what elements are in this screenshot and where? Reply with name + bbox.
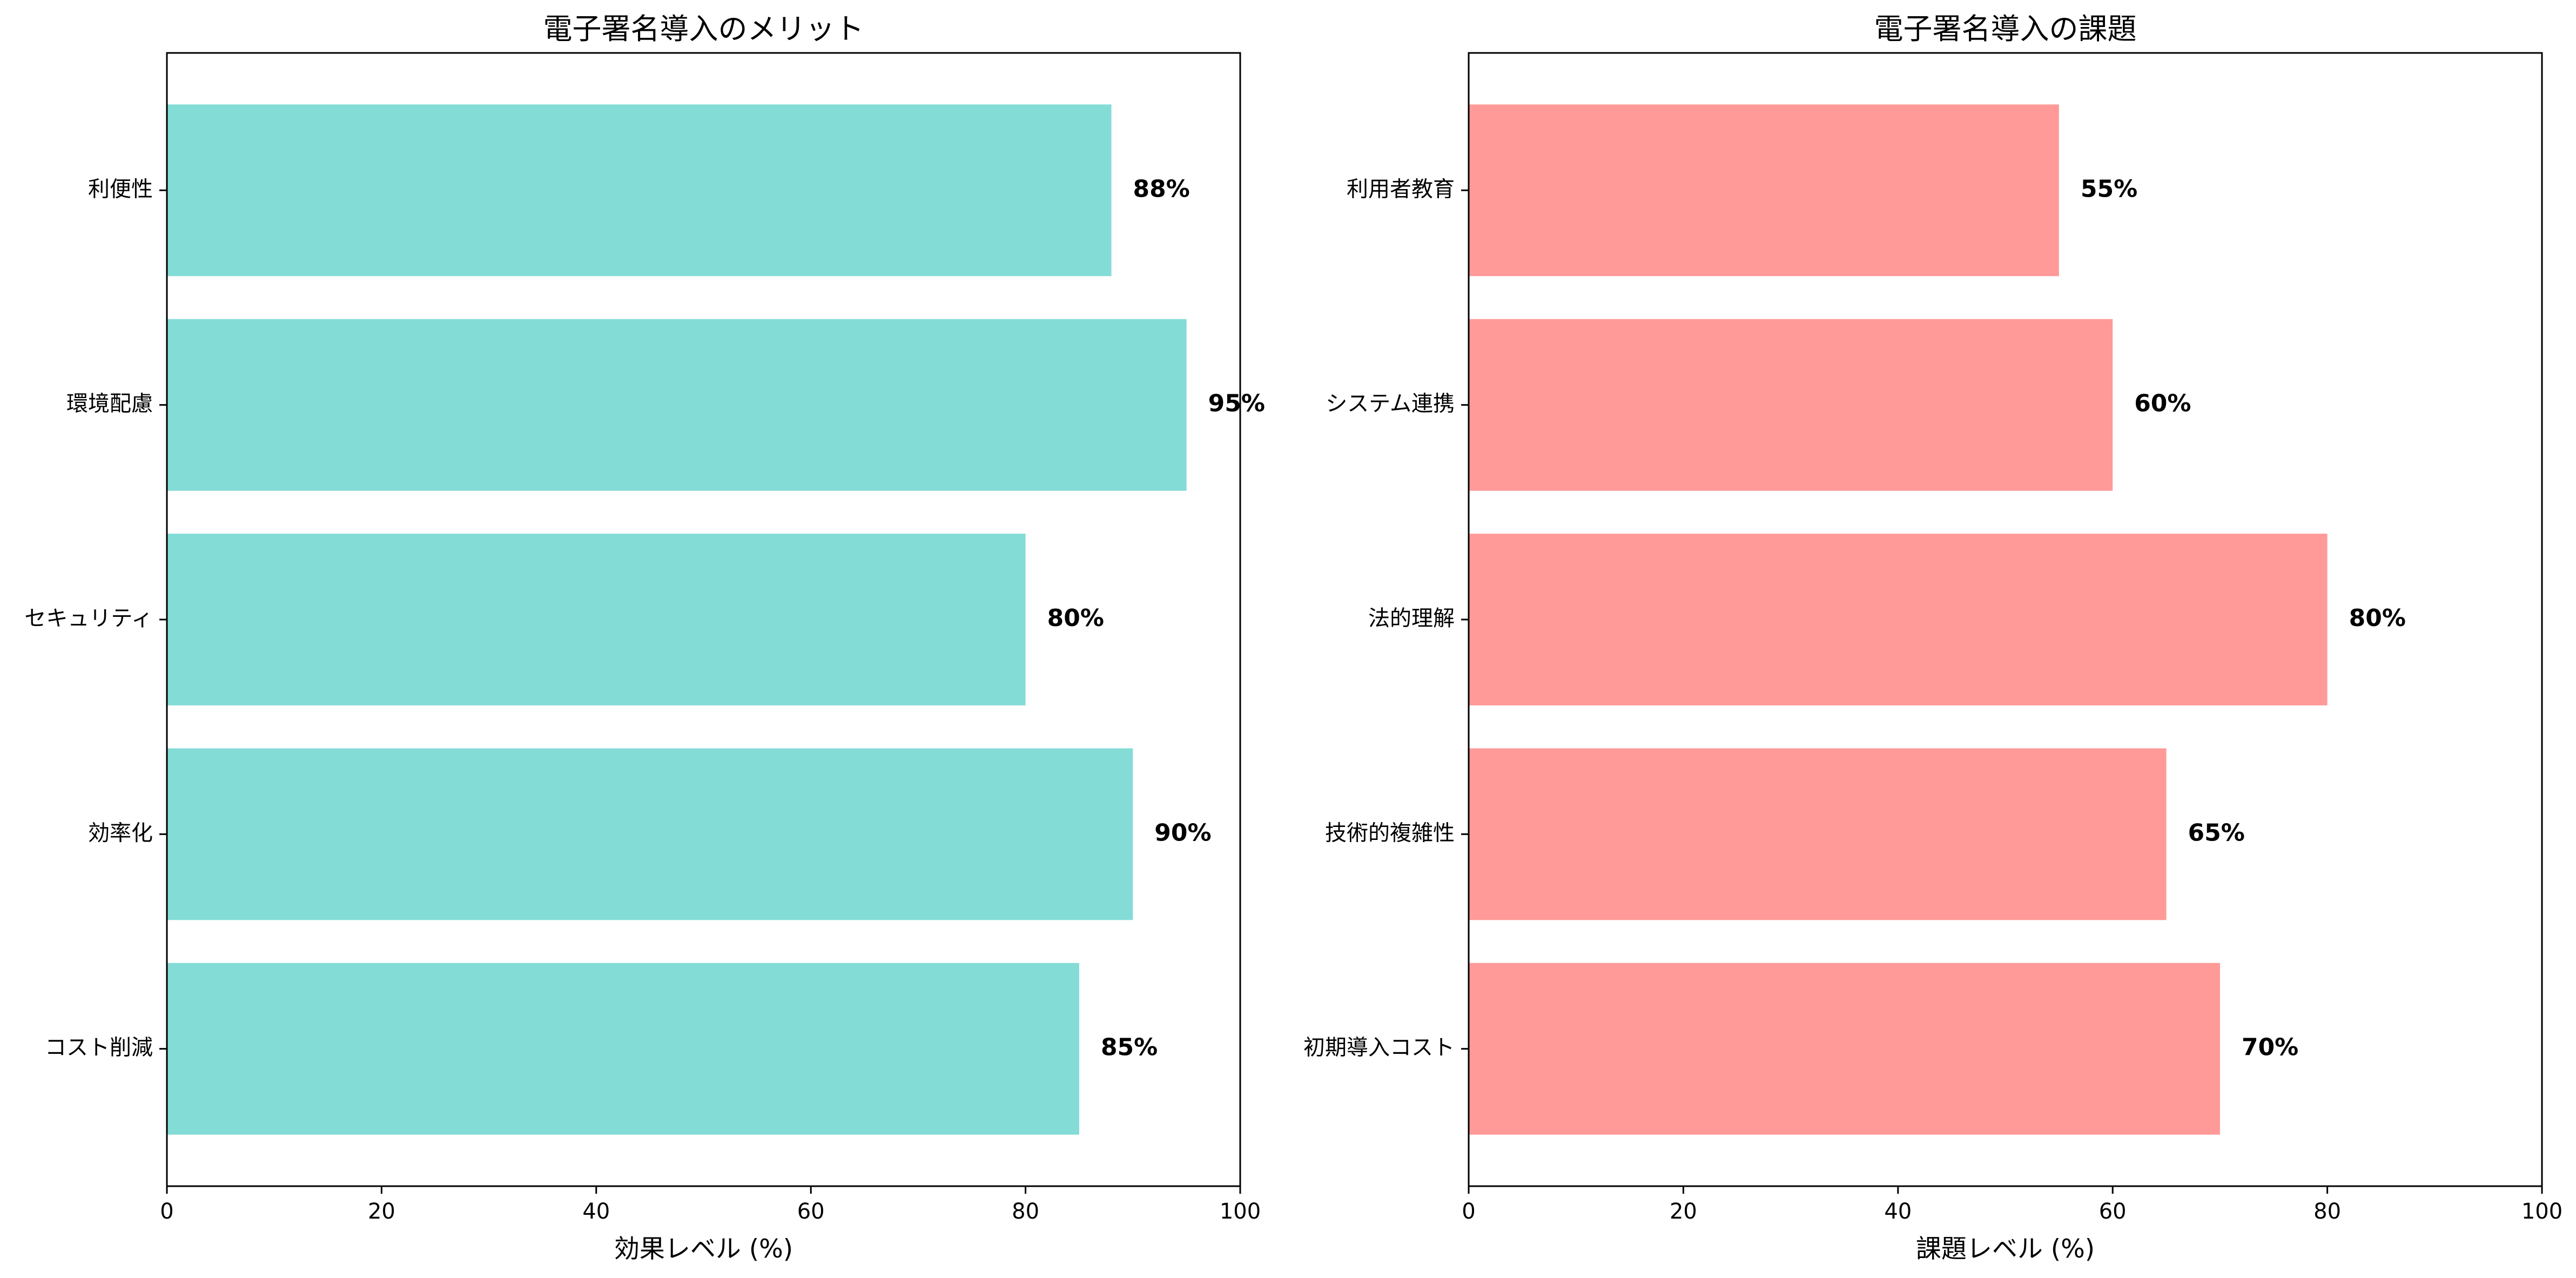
benefits-bar — [167, 104, 1112, 277]
benefits-data-label: 88% — [1133, 175, 1190, 203]
benefits-x-tick-label: 20 — [368, 1199, 395, 1224]
challenges-category-label: システム連携 — [1326, 392, 1455, 416]
benefits-bar — [167, 963, 1079, 1135]
challenges-bar — [1469, 104, 2059, 277]
benefits-bar — [167, 534, 1026, 705]
benefits-x-tick-label: 40 — [582, 1199, 610, 1224]
benefits-category-label: コスト削減 — [45, 1035, 153, 1060]
challenges-x-tick-label: 0 — [1462, 1199, 1475, 1224]
benefits-category-label: セキュリティ — [24, 606, 153, 631]
benefits-axes-frame — [166, 52, 1241, 1187]
challenges-category-label: 利用者教育 — [1347, 177, 1455, 201]
benefits-data-label: 85% — [1101, 1034, 1158, 1061]
benefits-category-label: 利便性 — [88, 177, 153, 201]
challenges-x-tick-label: 80 — [2313, 1199, 2341, 1224]
benefits-data-label: 95% — [1208, 390, 1265, 418]
challenges-bar — [1469, 534, 2328, 705]
benefits-x-tick-label: 80 — [1012, 1199, 1039, 1224]
challenges-category-label: 技術的複雑性 — [1325, 820, 1455, 845]
challenges-chart-title: 電子署名導入の課題 — [1874, 12, 2137, 46]
benefits-x-axis-label: 効果レベル (%) — [614, 1234, 793, 1264]
challenges-data-label: 70% — [2242, 1034, 2298, 1061]
challenges-bar — [1469, 963, 2220, 1135]
challenges-x-tick-label: 100 — [2521, 1199, 2562, 1224]
benefits-category-label: 環境配慮 — [66, 392, 153, 416]
benefits-chart-title: 電子署名導入のメリット — [543, 12, 864, 46]
benefits-x-tick-label: 60 — [797, 1199, 825, 1224]
challenges-bar — [1469, 319, 2113, 491]
challenges-data-label: 65% — [2188, 819, 2245, 846]
challenges-category-label: 法的理解 — [1368, 606, 1455, 631]
benefits-data-label: 90% — [1154, 819, 1211, 846]
benefits-x-tick-label: 0 — [160, 1199, 173, 1224]
benefits-chart-panel: 85% コスト削減 90% 効率化 80% セキュリティ 95% 環境配慮 88% 利便性 0 20 4… — [24, 12, 1265, 1264]
challenges-category-label: 初期導入コスト — [1303, 1035, 1455, 1060]
benefits-data-label: 80% — [1047, 604, 1104, 632]
challenges-bar — [1469, 748, 2167, 920]
challenges-x-axis-label: 課題レベル (%) — [1916, 1234, 2095, 1264]
challenges-data-label: 55% — [2081, 175, 2137, 203]
benefits-category-label: 効率化 — [88, 820, 153, 845]
benefits-bar — [167, 748, 1133, 920]
challenges-axes-frame — [1468, 52, 2543, 1187]
challenges-data-label: 80% — [2349, 604, 2406, 632]
benefits-x-tick-label: 100 — [1220, 1199, 1261, 1224]
challenges-x-tick-label: 40 — [1884, 1199, 1912, 1224]
challenges-x-tick-label: 20 — [1670, 1199, 1697, 1224]
benefits-bar — [167, 319, 1187, 491]
challenges-chart-panel: 70% 初期導入コスト 65% 技術的複雑性 80% 法的理解 60% システム連携 55% 利用… — [1303, 12, 2562, 1264]
challenges-data-label: 60% — [2134, 390, 2191, 418]
challenges-x-tick-label: 60 — [2099, 1199, 2127, 1224]
